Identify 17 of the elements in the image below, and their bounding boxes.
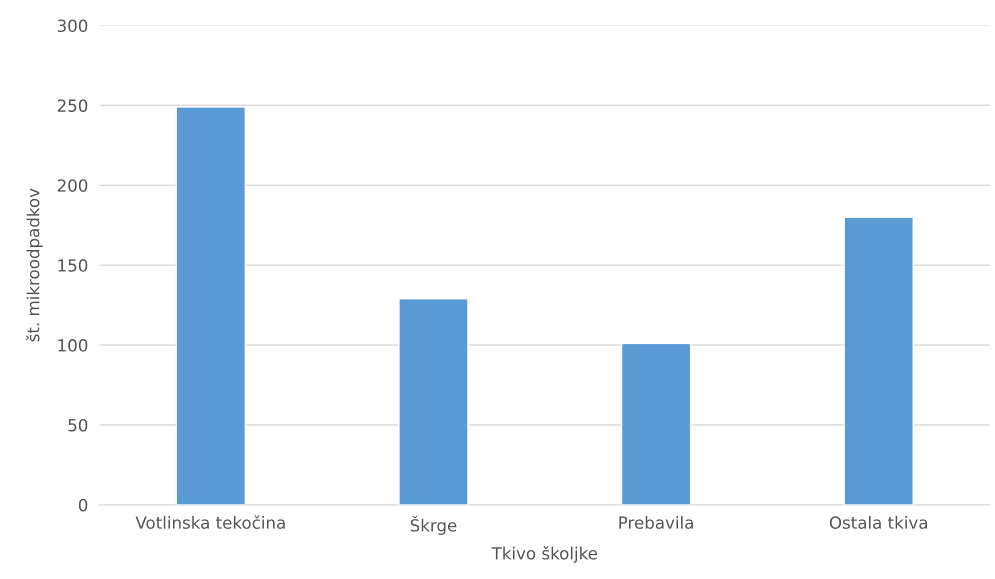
- y-tick-label: 250: [58, 99, 88, 112]
- y-tick-label: 100: [58, 339, 88, 352]
- bar: [398, 298, 469, 505]
- y-tick-label: 200: [58, 179, 88, 192]
- y-tick-label: 50: [68, 418, 88, 432]
- bar: [620, 342, 692, 505]
- x-tick-label: Ostala tkiva: [830, 516, 927, 529]
- bar: [844, 216, 914, 505]
- x-axis-title: Tkivo školjke: [492, 546, 598, 563]
- y-tick-label: 0: [78, 498, 88, 512]
- x-tick-label: Votlinska tekočina: [136, 515, 285, 529]
- bar: [176, 106, 246, 505]
- x-tick-label: Prebavila: [619, 516, 693, 529]
- y-tick-label: 150: [58, 259, 88, 272]
- y-axis-title: št. mikroodpadkov: [26, 188, 43, 342]
- x-tick-label: Škrge: [410, 516, 456, 535]
- y-tick-label: 300: [58, 19, 88, 32]
